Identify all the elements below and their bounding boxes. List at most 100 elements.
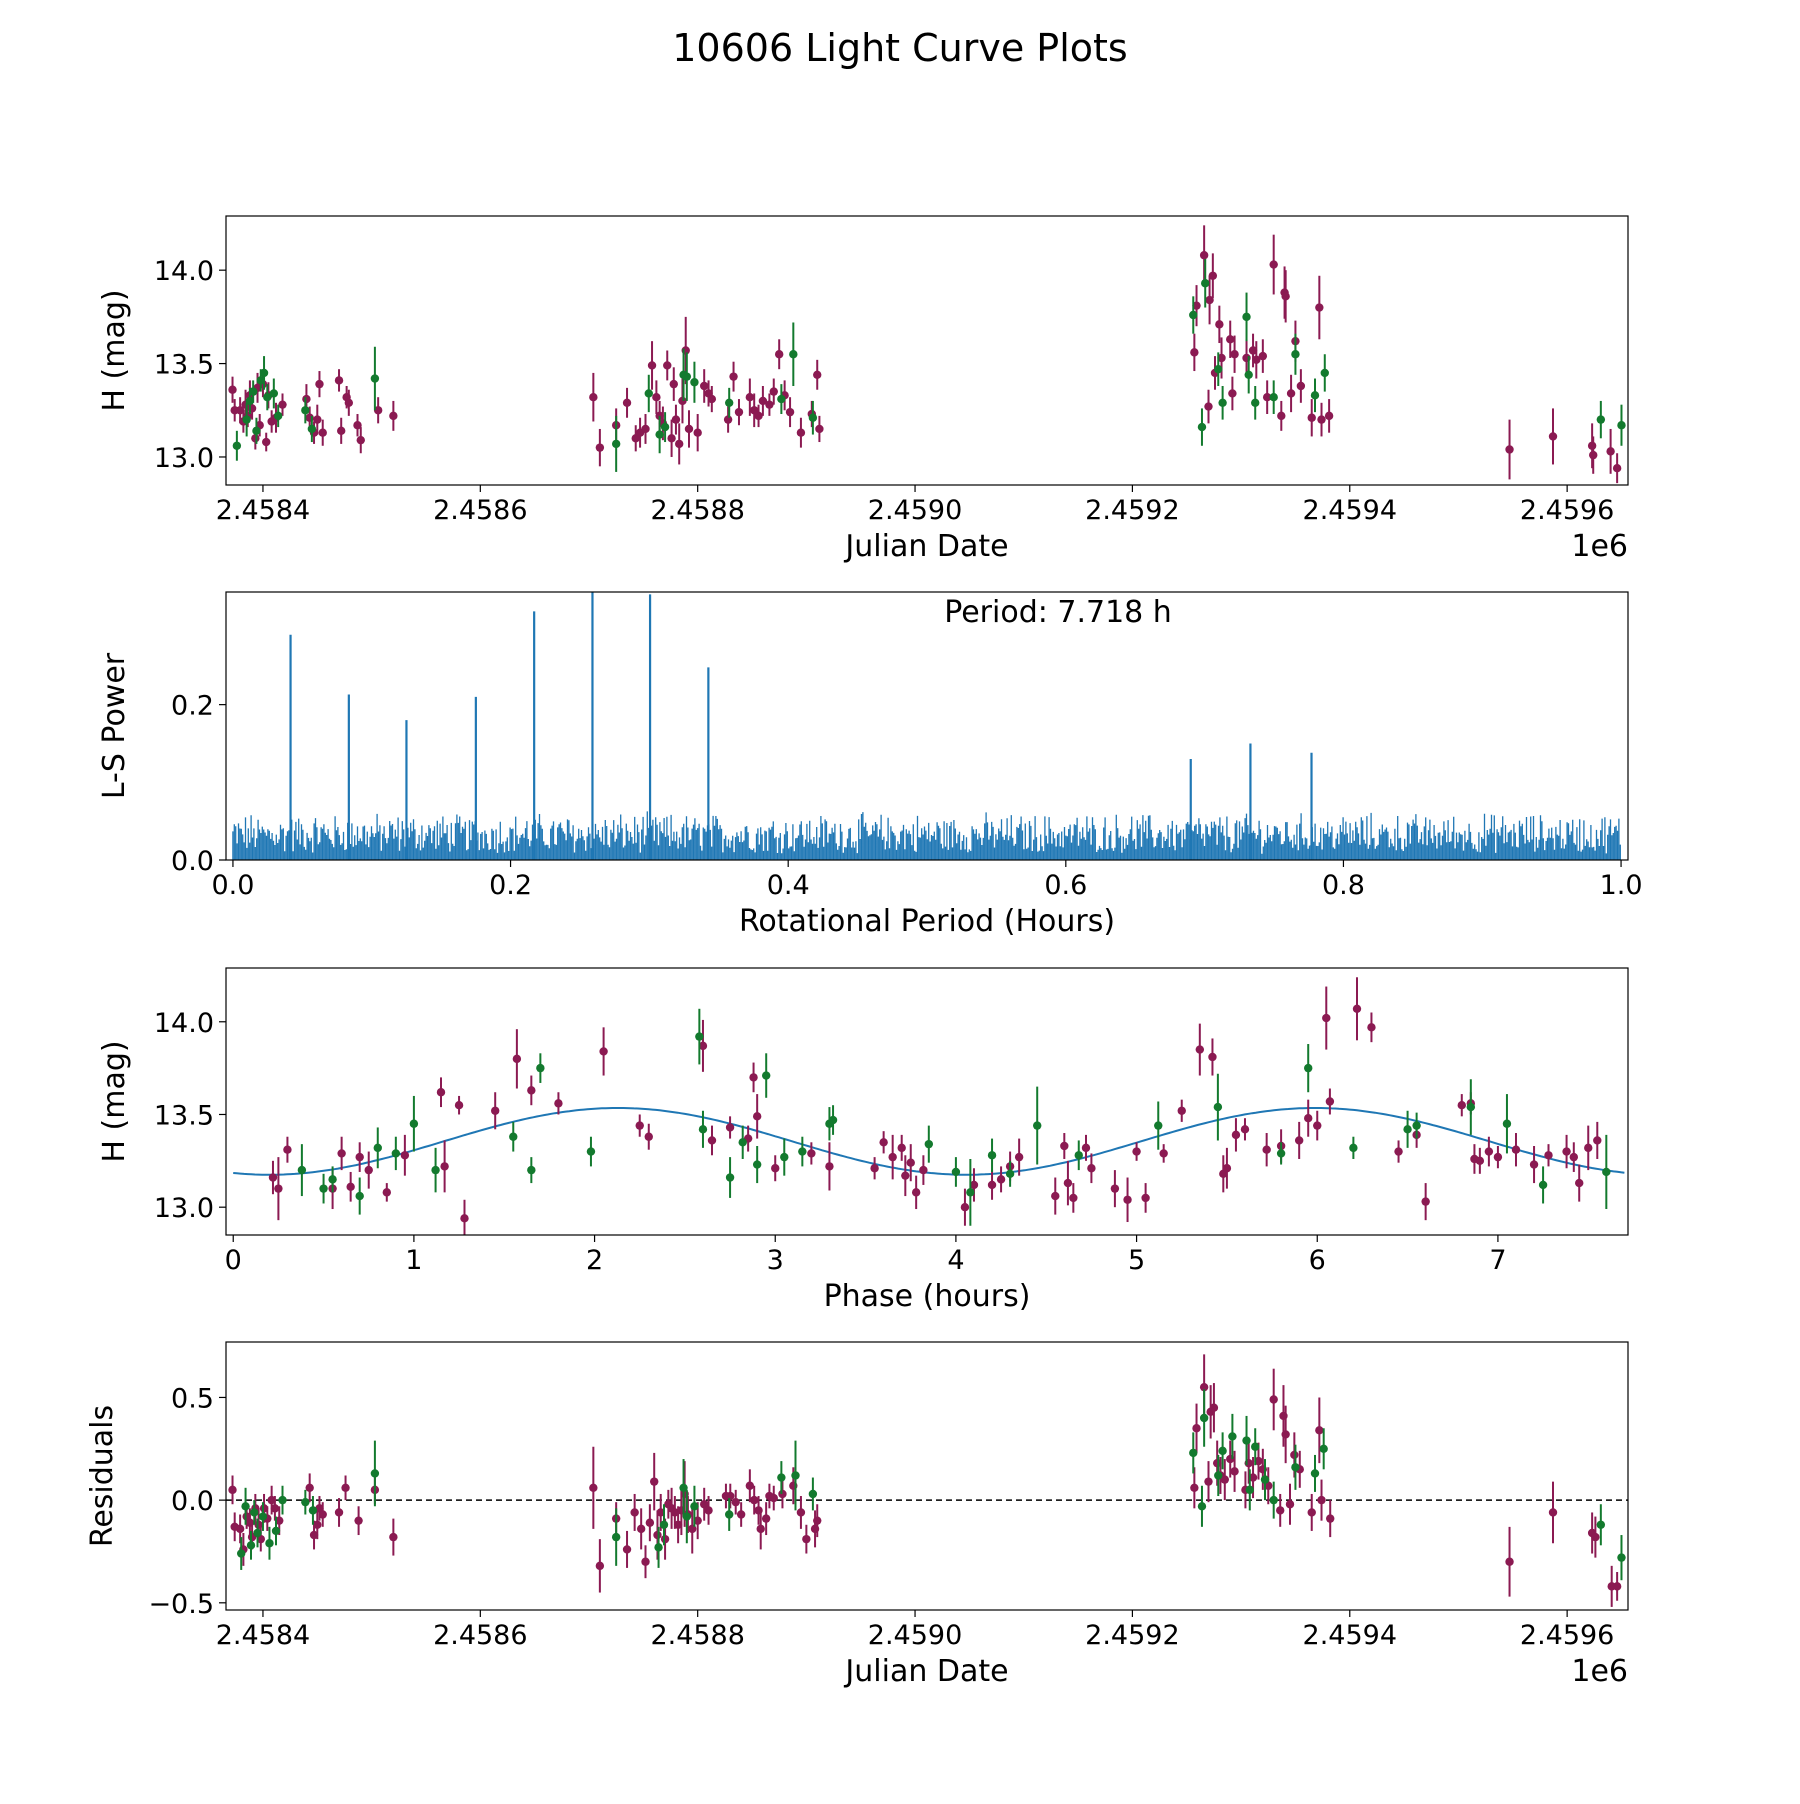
data-point bbox=[1205, 295, 1214, 305]
data-point bbox=[1081, 1143, 1091, 1153]
data-point bbox=[1505, 445, 1514, 454]
data-point bbox=[248, 387, 258, 396]
data-point bbox=[725, 1173, 735, 1182]
data-point bbox=[724, 398, 734, 408]
data-point bbox=[389, 1532, 398, 1542]
data-point bbox=[271, 1526, 281, 1536]
data-point bbox=[707, 1136, 717, 1145]
data-point bbox=[693, 1516, 702, 1525]
data-point bbox=[636, 1524, 646, 1534]
y-tick-label: 13.5 bbox=[154, 1100, 214, 1131]
data-point bbox=[1562, 1147, 1571, 1156]
data-point bbox=[1230, 350, 1239, 359]
data-point bbox=[589, 393, 598, 402]
data-point bbox=[1201, 279, 1210, 288]
data-point bbox=[1277, 411, 1286, 421]
data-point bbox=[754, 411, 763, 421]
data-point bbox=[675, 439, 684, 449]
x-tick-label: 2.4592 bbox=[1085, 495, 1179, 526]
data-point bbox=[652, 393, 661, 402]
data-point bbox=[919, 1165, 928, 1175]
data-point bbox=[660, 422, 670, 432]
x-tick-label: 0.4 bbox=[767, 870, 810, 901]
data-point bbox=[671, 415, 681, 424]
data-point bbox=[888, 1152, 897, 1162]
data-point bbox=[242, 1512, 251, 1521]
data-point bbox=[1584, 1143, 1593, 1153]
data-point bbox=[265, 1539, 274, 1548]
data-point bbox=[275, 1516, 284, 1525]
data-point bbox=[1304, 1063, 1313, 1073]
data-point bbox=[297, 1165, 307, 1175]
data-point bbox=[911, 1188, 921, 1197]
data-point bbox=[1208, 271, 1218, 280]
data-point bbox=[269, 389, 279, 398]
data-point bbox=[1204, 1477, 1213, 1486]
data-point bbox=[1596, 415, 1606, 424]
data-point bbox=[791, 1471, 800, 1480]
data-point bbox=[796, 428, 806, 437]
y-tick-label: −0.5 bbox=[148, 1589, 214, 1620]
data-point bbox=[1466, 1102, 1476, 1112]
period-annotation: Period: 7.718 h bbox=[944, 595, 1172, 630]
data-point bbox=[1254, 1456, 1263, 1466]
data-point bbox=[250, 1508, 259, 1517]
data-point bbox=[693, 428, 702, 437]
data-point bbox=[798, 1147, 807, 1156]
data-point bbox=[1244, 370, 1253, 379]
data-point bbox=[595, 443, 605, 452]
data-point bbox=[554, 1099, 563, 1108]
x-tick-label: 2.4596 bbox=[1520, 1620, 1614, 1651]
data-point bbox=[1317, 1495, 1326, 1505]
data-point bbox=[1281, 292, 1290, 301]
data-point bbox=[897, 1143, 906, 1153]
y-tick-label: 13.5 bbox=[154, 350, 214, 381]
data-point bbox=[436, 1088, 446, 1097]
data-point bbox=[302, 394, 311, 404]
data-point bbox=[278, 400, 287, 409]
data-point bbox=[667, 434, 676, 443]
data-point bbox=[1606, 447, 1615, 456]
x-axis-label: Julian Date bbox=[843, 1654, 1008, 1689]
data-point bbox=[966, 1188, 975, 1197]
y-axis-label: Residuals bbox=[85, 1405, 120, 1547]
panel-res: 2.4584 2.4586 2.4588 2.4590 2.4592 2.4594 2.45… bbox=[85, 1341, 1629, 1689]
panel-ls: 0.0 0.2 0.4 0.6 0.8 1.0 0.0 0.2 Rotational Perio… bbox=[97, 591, 1643, 939]
data-point bbox=[1260, 1475, 1270, 1484]
data-point bbox=[1493, 1152, 1503, 1162]
data-point bbox=[1291, 350, 1300, 359]
data-point bbox=[1231, 1130, 1241, 1140]
data-point bbox=[1214, 1471, 1223, 1480]
data-point bbox=[655, 430, 664, 439]
data-point bbox=[700, 1500, 709, 1509]
data-point bbox=[679, 1483, 688, 1493]
data-point bbox=[1322, 1013, 1331, 1023]
data-point bbox=[622, 1545, 632, 1554]
data-point bbox=[650, 1477, 659, 1486]
axes-frame bbox=[225, 967, 1629, 1236]
data-point bbox=[1214, 364, 1223, 374]
y-tick-label: 13.0 bbox=[154, 443, 214, 474]
data-point bbox=[780, 1152, 789, 1162]
data-point bbox=[1212, 1458, 1222, 1468]
data-point bbox=[813, 370, 822, 379]
data-point bbox=[1074, 1151, 1083, 1160]
data-point bbox=[1421, 1197, 1430, 1206]
data-point bbox=[1367, 1023, 1376, 1032]
data-point bbox=[267, 1495, 276, 1505]
data-point bbox=[319, 1184, 328, 1193]
data-point bbox=[1269, 260, 1278, 269]
x-offset-text: 1e6 bbox=[1571, 529, 1628, 564]
data-point bbox=[1502, 1119, 1512, 1128]
data-point bbox=[1060, 1141, 1069, 1151]
data-point bbox=[734, 407, 744, 417]
data-point bbox=[228, 385, 237, 394]
data-point bbox=[695, 1032, 704, 1041]
data-point bbox=[490, 1106, 500, 1115]
data-point bbox=[256, 376, 265, 385]
data-point bbox=[1063, 1178, 1073, 1188]
data-point bbox=[527, 1086, 536, 1095]
data-point bbox=[235, 1524, 245, 1534]
x-tick-label: 0.2 bbox=[489, 870, 532, 901]
